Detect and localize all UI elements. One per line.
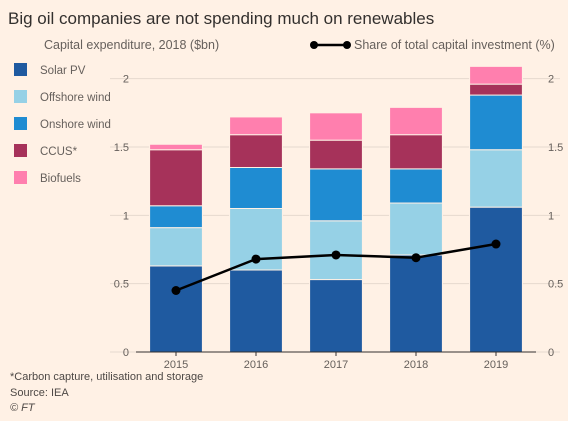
- bar-segment: [229, 167, 283, 209]
- bar-segment: [149, 149, 203, 207]
- bar-segment: [389, 134, 443, 170]
- legend-label: CCUS*: [40, 146, 78, 158]
- y-tick-label: 0.5: [114, 279, 129, 291]
- legend-swatch: [14, 144, 27, 157]
- y2-tick-label: 0: [548, 347, 554, 359]
- y2-tick-label: 0.5: [548, 279, 563, 291]
- share-line-point: [251, 254, 261, 264]
- y-tick-label: 1: [123, 210, 129, 222]
- bar-segment: [149, 205, 203, 229]
- x-tick-label: 2016: [244, 359, 268, 371]
- source: Source: IEA: [10, 387, 69, 399]
- line-legend: Share of total capital investment (%): [310, 38, 555, 52]
- bar-segment: [469, 206, 523, 353]
- bar-segment: [309, 220, 363, 281]
- bar-segment: [229, 116, 283, 136]
- bar-segment: [229, 134, 283, 168]
- bar-segment: [389, 202, 443, 256]
- line-legend-marker-start: [310, 41, 318, 49]
- x-tick-label: 2015: [164, 359, 188, 371]
- bar-segment: [149, 227, 203, 267]
- legend-label: Biofuels: [40, 173, 81, 185]
- legend-label: Solar PV: [40, 65, 86, 77]
- bar-segment: [309, 279, 363, 353]
- bar-segment: [149, 265, 203, 353]
- legend-swatch: [14, 171, 27, 184]
- bar-segment: [309, 139, 363, 170]
- bar-segment: [389, 168, 443, 204]
- legend-swatch: [14, 90, 27, 103]
- x-tick-label: 2018: [404, 359, 428, 371]
- bar-segment: [469, 65, 523, 85]
- axes: 0 0 0.5 0.5 1 1 1.5 1.5 2 2 2015 2016 2017 2018 2019: [114, 74, 564, 371]
- bar-segment: [469, 94, 523, 151]
- y-tick-label: 2: [123, 74, 129, 86]
- left-axis-label: Capital expenditure, 2018 ($bn): [44, 38, 219, 52]
- right-axis-label: Share of total capital investment (%): [354, 38, 555, 52]
- y2-tick-label: 1: [548, 210, 554, 222]
- bar-segment: [149, 143, 203, 151]
- legend-swatch: [14, 63, 27, 76]
- legend-label: Onshore wind: [40, 119, 111, 131]
- bar-segment: [469, 83, 523, 96]
- legend-label: Offshore wind: [40, 92, 111, 104]
- chart-title: Big oil companies are not spending much …: [8, 9, 434, 28]
- x-tick-label: 2019: [484, 359, 508, 371]
- share-line-point: [331, 250, 341, 260]
- x-tick-label: 2017: [324, 359, 348, 371]
- copyright: © FT: [10, 402, 36, 414]
- bar-segment: [469, 149, 523, 208]
- bar-segment: [229, 269, 283, 353]
- legend-swatch: [14, 117, 27, 130]
- footnote: *Carbon capture, utilisation and storage: [10, 371, 203, 383]
- y2-tick-label: 2: [548, 74, 554, 86]
- bar-segment: [389, 106, 443, 136]
- share-line-point: [491, 239, 501, 249]
- legend: Solar PV Offshore wind Onshore wind CCUS* Bi…: [14, 63, 111, 185]
- share-line-point: [411, 253, 421, 263]
- share-line: [171, 239, 501, 295]
- y-tick-label: 1.5: [114, 142, 129, 154]
- y2-tick-label: 1.5: [548, 142, 563, 154]
- share-line-point: [171, 286, 181, 295]
- bars: [149, 65, 523, 353]
- bar-segment: [309, 112, 363, 141]
- y-tick-label: 0: [123, 347, 129, 359]
- bar-segment: [309, 168, 363, 222]
- bar-segment: [389, 254, 443, 353]
- line-legend-marker-end: [343, 41, 351, 49]
